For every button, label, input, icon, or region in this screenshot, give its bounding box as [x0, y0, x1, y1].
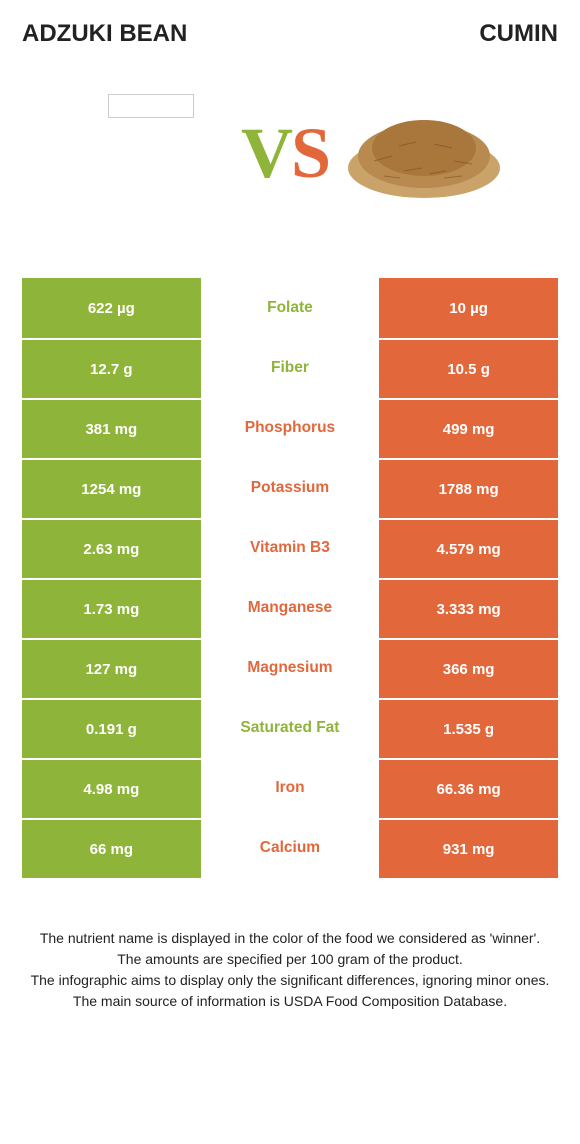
table-row: 1.73 mgManganese3.333 mg	[22, 578, 558, 638]
left-value-cell: 2.63 mg	[22, 518, 201, 578]
header: ADZUKI BEAN CUMIN	[22, 20, 558, 48]
nutrient-label-cell: Potassium	[201, 458, 380, 518]
right-value-cell: 1.535 g	[379, 698, 558, 758]
table-row: 66 mgCalcium931 mg	[22, 818, 558, 878]
left-value-cell: 12.7 g	[22, 338, 201, 398]
right-value-cell: 931 mg	[379, 818, 558, 878]
left-value-cell: 4.98 mg	[22, 758, 201, 818]
nutrient-label-cell: Iron	[201, 758, 380, 818]
left-food-title: ADZUKI BEAN	[22, 20, 187, 48]
table-row: 0.191 gSaturated Fat1.535 g	[22, 698, 558, 758]
vs-s: S	[291, 117, 329, 189]
nutrient-label-cell: Calcium	[201, 818, 380, 878]
left-value-cell: 622 µg	[22, 278, 201, 338]
right-value-cell: 10.5 g	[379, 338, 558, 398]
nutrient-label-cell: Magnesium	[201, 638, 380, 698]
table-row: 2.63 mgVitamin B34.579 mg	[22, 518, 558, 578]
nutrient-label-cell: Phosphorus	[201, 398, 380, 458]
vs-v: V	[241, 117, 291, 189]
nutrient-comparison-table: 622 µgFolate10 µg12.7 gFiber10.5 g381 mg…	[22, 278, 558, 878]
right-value-cell: 366 mg	[379, 638, 558, 698]
table-row: 4.98 mgIron66.36 mg	[22, 758, 558, 818]
footer-notes: The nutrient name is displayed in the co…	[22, 928, 558, 1012]
right-value-cell: 1788 mg	[379, 458, 558, 518]
table-row: 1254 mgPotassium1788 mg	[22, 458, 558, 518]
right-value-cell: 66.36 mg	[379, 758, 558, 818]
right-value-cell: 3.333 mg	[379, 578, 558, 638]
footer-line-3: The infographic aims to display only the…	[28, 970, 552, 991]
left-value-cell: 66 mg	[22, 818, 201, 878]
right-value-cell: 499 mg	[379, 398, 558, 458]
cumin-seeds-icon	[344, 106, 504, 201]
footer-line-2: The amounts are specified per 100 gram o…	[28, 949, 552, 970]
nutrient-label-cell: Manganese	[201, 578, 380, 638]
left-value-cell: 1.73 mg	[22, 578, 201, 638]
footer-line-4: The main source of information is USDA F…	[28, 991, 552, 1012]
right-value-cell: 4.579 mg	[379, 518, 558, 578]
right-value-cell: 10 µg	[379, 278, 558, 338]
nutrient-label-cell: Folate	[201, 278, 380, 338]
table-row: 127 mgMagnesium366 mg	[22, 638, 558, 698]
right-food-image	[339, 88, 509, 218]
left-value-cell: 127 mg	[22, 638, 201, 698]
left-food-image	[71, 88, 231, 218]
table-row: 381 mgPhosphorus499 mg	[22, 398, 558, 458]
adzuki-bean-placeholder	[108, 94, 194, 118]
hero-section: VS	[22, 88, 558, 218]
nutrient-label-cell: Fiber	[201, 338, 380, 398]
right-food-title: CUMIN	[479, 20, 558, 48]
nutrient-label-cell: Vitamin B3	[201, 518, 380, 578]
left-value-cell: 381 mg	[22, 398, 201, 458]
nutrient-label-cell: Saturated Fat	[201, 698, 380, 758]
footer-line-1: The nutrient name is displayed in the co…	[28, 928, 552, 949]
left-value-cell: 0.191 g	[22, 698, 201, 758]
table-row: 12.7 gFiber10.5 g	[22, 338, 558, 398]
vs-label: VS	[241, 117, 329, 189]
left-value-cell: 1254 mg	[22, 458, 201, 518]
table-row: 622 µgFolate10 µg	[22, 278, 558, 338]
